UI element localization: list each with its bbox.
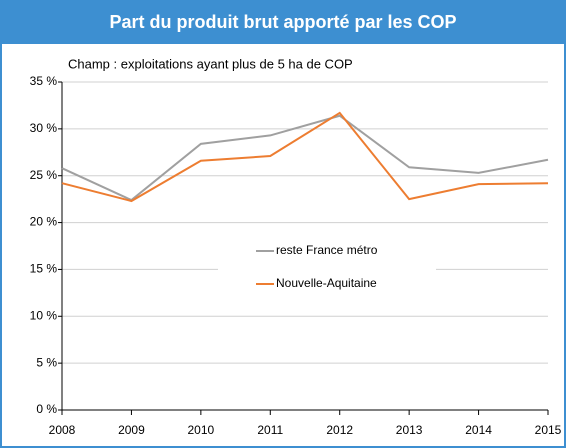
series-line bbox=[61, 114, 549, 202]
x-tick-label: 2014 bbox=[465, 423, 492, 437]
legend-box bbox=[218, 235, 436, 301]
x-tick-label: 2015 bbox=[535, 423, 562, 437]
x-tick-label: 2013 bbox=[396, 423, 423, 437]
y-tick-label: 25 % bbox=[30, 168, 58, 182]
y-tick-label: 15 % bbox=[30, 262, 58, 276]
legend-label: Nouvelle-Aquitaine bbox=[276, 276, 377, 290]
y-tick-label: 0 % bbox=[36, 402, 57, 416]
series-line bbox=[61, 111, 549, 203]
x-tick-label: 2010 bbox=[188, 423, 215, 437]
x-tick-label: 2012 bbox=[326, 423, 353, 437]
x-tick-label: 2009 bbox=[118, 423, 145, 437]
x-tick-label: 2008 bbox=[49, 423, 76, 437]
y-tick-label: 5 % bbox=[36, 355, 57, 369]
chart-subtitle: Champ : exploitations ayant plus de 5 ha… bbox=[68, 56, 353, 71]
y-tick-label: 20 % bbox=[30, 215, 58, 229]
y-tick-label: 10 % bbox=[30, 308, 58, 322]
y-tick-label: 35 % bbox=[30, 74, 58, 88]
y-tick-label: 30 % bbox=[30, 121, 58, 135]
legend-label: reste France métro bbox=[276, 243, 378, 257]
chart-title: Part du produit brut apporté par les COP bbox=[109, 12, 456, 32]
x-tick-label: 2011 bbox=[257, 423, 283, 437]
header bbox=[0, 0, 566, 44]
